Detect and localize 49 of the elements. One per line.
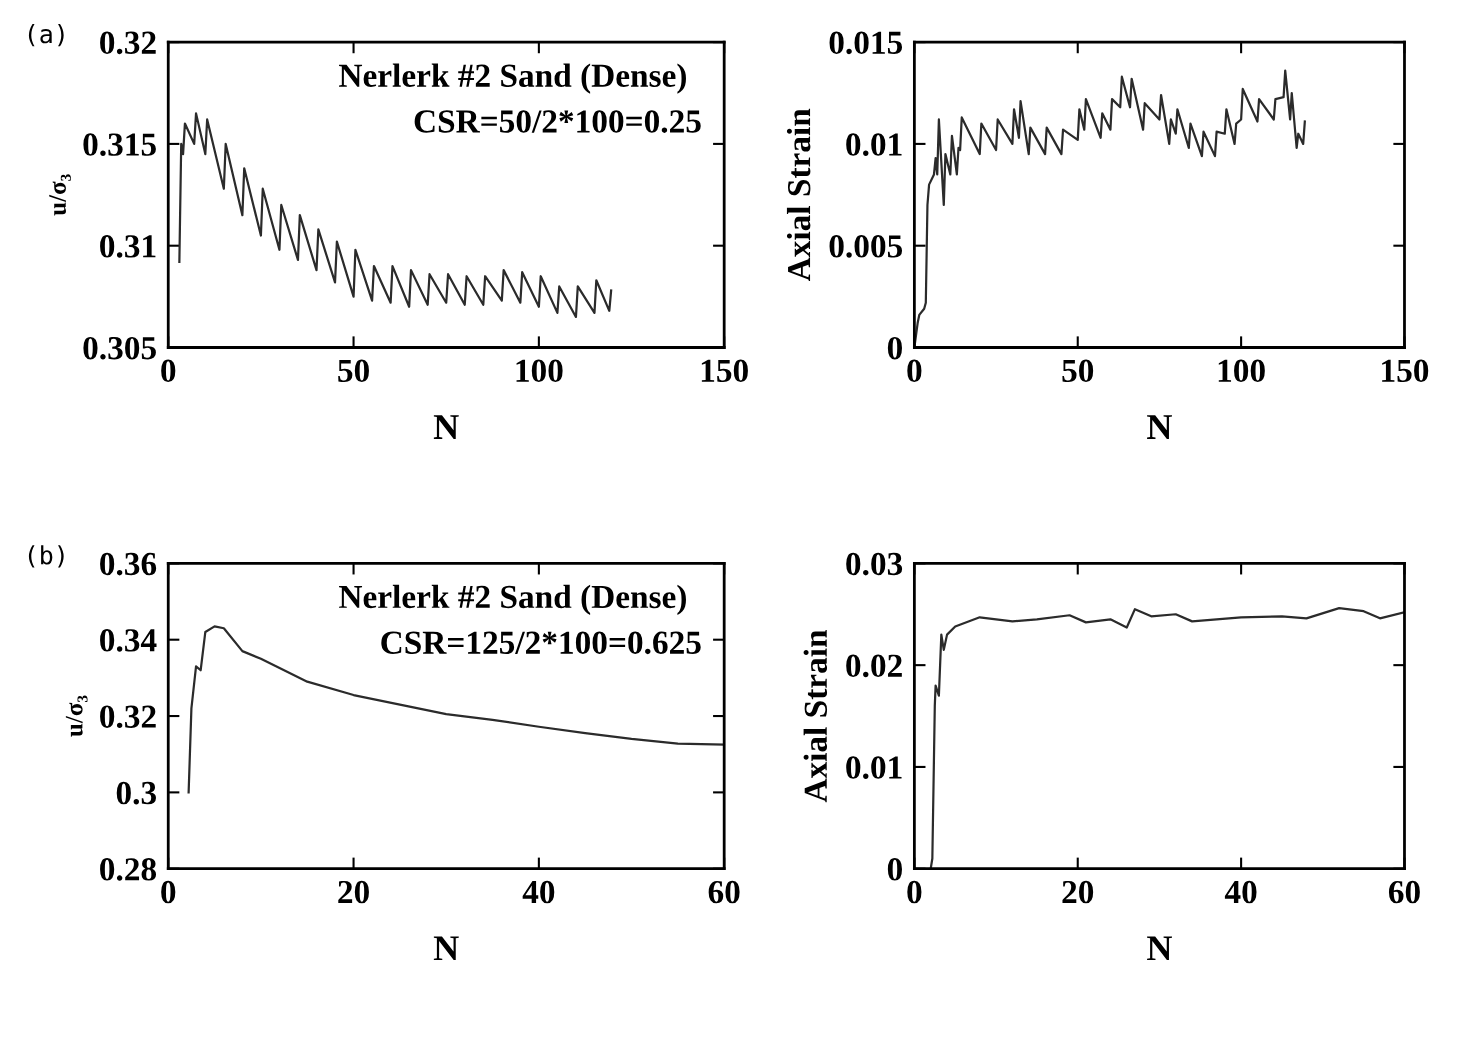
text: (b) (28, 545, 64, 568)
text: (a) (28, 24, 64, 47)
x-tick-label: 150 (1382, 359, 1429, 383)
y-tick-label: 0.005 (829, 235, 903, 258)
y-tick-label: 0.01 (846, 756, 902, 779)
y-tick-label: 0 (887, 336, 902, 360)
y-tick-label: 0.28 (100, 858, 157, 881)
y-tick-label: 0.31 (100, 235, 156, 258)
x-axis-title: N (433, 936, 459, 961)
y-tick-label: 0.32 (100, 705, 156, 729)
y-tick-label: 0.01 (846, 133, 902, 156)
annotation: CSR=50/2*100=0.25 (414, 110, 701, 133)
x-tick-label: 0 (907, 880, 922, 904)
x-tick-label: 0 (161, 880, 176, 904)
y-tick-label: 0.3 (116, 781, 156, 805)
x-tick-label: 50 (338, 359, 369, 383)
x-tick-label: 0 (907, 359, 922, 383)
x-tick-label: 60 (1388, 880, 1420, 904)
x-tick-label: 100 (516, 359, 563, 383)
annotation: Nerlerk #2 Sand (Dense) (339, 63, 686, 94)
x-tick-label: 50 (1062, 359, 1094, 383)
y-axis-title: Axial Strain (803, 629, 828, 803)
x-tick-label: 100 (1218, 359, 1265, 383)
y-axis-title: u/σ₃ (49, 174, 71, 216)
y-tick-label: 0.03 (846, 552, 903, 576)
y-tick-label: 0.36 (100, 552, 157, 576)
x-tick-label: 150 (701, 359, 748, 383)
line-series (187, 625, 725, 794)
y-axis-title: u/σ₃ (65, 695, 88, 737)
x-tick-label: 20 (1062, 880, 1094, 904)
y-tick-label: 0.315 (83, 133, 156, 156)
x-tick-label: 40 (1224, 880, 1257, 904)
y-tick-label: 0.02 (846, 654, 902, 678)
annotation: CSR=125/2*100=0.625 (381, 631, 701, 655)
x-tick-label: 60 (708, 880, 740, 904)
y-tick-label: 0.015 (829, 31, 903, 55)
y-tick-label: 0 (887, 858, 902, 881)
y-axis-title: Axial Strain (786, 108, 811, 282)
x-axis-title: N (1147, 936, 1172, 961)
annotation: Nerlerk #2 Sand (Dense) (339, 584, 686, 615)
x-tick-label: 0 (161, 359, 176, 383)
y-tick-label: 0.305 (83, 336, 156, 360)
x-axis-title: N (433, 415, 459, 439)
x-tick-label: 20 (338, 880, 369, 904)
y-tick-label: 0.34 (100, 629, 157, 652)
y-tick-label: 0.32 (100, 31, 156, 55)
x-tick-label: 40 (522, 880, 555, 904)
line-series (929, 607, 1405, 869)
x-axis-title: N (1147, 415, 1172, 439)
